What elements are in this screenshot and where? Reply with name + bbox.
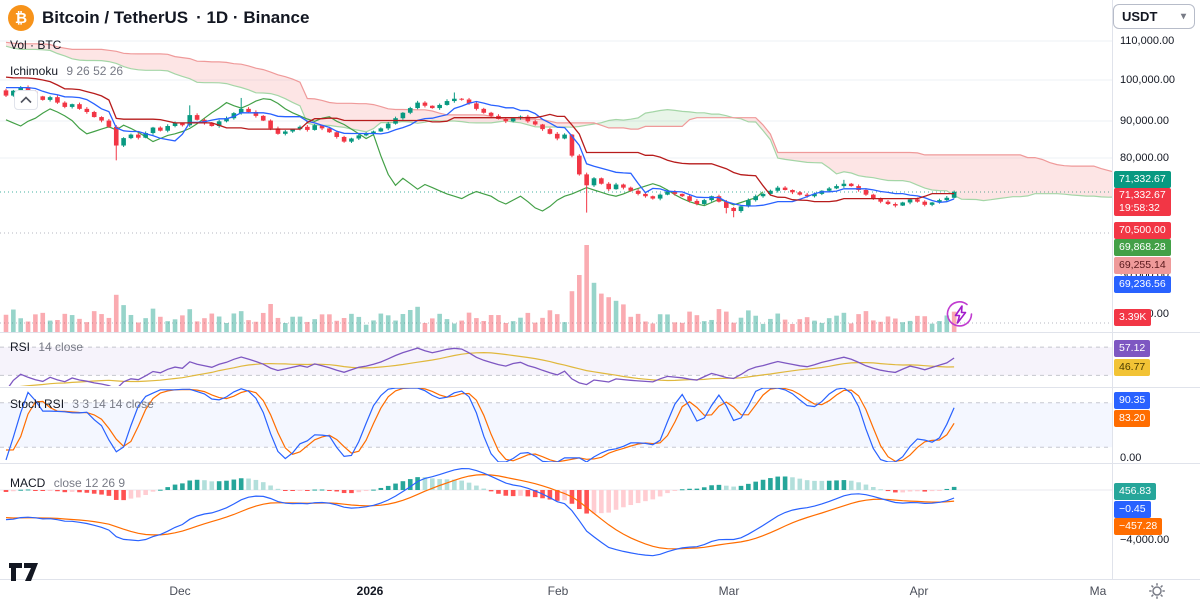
scale-tick-label: 90,000.00 xyxy=(1120,115,1169,127)
ichimoku-lagging-badge: 69,868.28 xyxy=(1114,239,1171,256)
ichimoku-base-badge: 70,500.00 xyxy=(1114,222,1171,239)
legend-macd-title: MACD xyxy=(10,476,46,490)
stoch-d-badge: 83.20 xyxy=(1114,410,1151,427)
legend-volume[interactable]: Vol · BTC xyxy=(10,37,61,53)
time-axis-label: Mar xyxy=(718,584,740,598)
currency-dropdown[interactable]: USDT ▾ xyxy=(1113,4,1195,29)
legend-stoch-rsi-params: 3 3 14 14 close xyxy=(72,397,154,411)
scale-tick-label: 80,000.00 xyxy=(1120,152,1169,164)
legend-ichimoku[interactable]: Ichimoku 9 26 52 26 xyxy=(10,63,123,79)
time-axis-label: Apr xyxy=(909,584,929,598)
collapse-legend-button[interactable] xyxy=(14,90,38,110)
time-axis-label: Dec xyxy=(169,584,191,598)
scale-tick-label: 100,000.00 xyxy=(1120,74,1176,86)
quick-trade-lightning-button[interactable] xyxy=(944,298,976,330)
legend-rsi-title: RSI xyxy=(10,340,31,354)
countdown-badge: 71,332.67 19:58:32 xyxy=(1114,188,1171,216)
scale-tick-label: 110,000.00 xyxy=(1120,35,1175,47)
ichimoku-conversion-badge: 69,236.56 xyxy=(1114,276,1171,293)
settings-gear-icon[interactable] xyxy=(1146,581,1168,603)
legend-rsi[interactable]: RSI 14 close xyxy=(10,339,83,355)
ichimoku-spanb-badge: 69,255.14 xyxy=(1114,257,1171,274)
legend-rsi-params: 14 close xyxy=(38,340,84,354)
rsi-badge: 57.12 xyxy=(1114,340,1151,357)
macd-signal-badge: −457.28 xyxy=(1114,518,1163,535)
legend-ichimoku-title: Ichimoku xyxy=(10,64,59,78)
legend-macd[interactable]: MACD close 12 26 9 xyxy=(10,475,125,491)
chevron-down-icon: ▾ xyxy=(1180,11,1186,22)
rsi-ma-badge: 46.77 xyxy=(1114,359,1151,376)
legend-stoch-rsi-title: Stoch RSI xyxy=(10,397,65,411)
time-axis-label: 2026 xyxy=(356,584,384,598)
scale-tick-label: −4,000.00 xyxy=(1120,534,1170,546)
scale-tick-label: 0.00 xyxy=(1120,452,1142,464)
tradingview-logo[interactable] xyxy=(8,562,40,587)
time-axis-label: Feb xyxy=(547,584,569,598)
gear-icon xyxy=(1149,582,1165,599)
macd-hist-badge: 456.83 xyxy=(1114,483,1157,500)
stoch-k-badge: 90.35 xyxy=(1114,392,1151,409)
currency-label: USDT xyxy=(1122,9,1158,24)
symbol-header[interactable]: ₿ Bitcoin / TetherUS · 1D · Binance xyxy=(8,5,309,31)
legend-volume-title: Vol · BTC xyxy=(10,38,62,52)
symbol-title[interactable]: Bitcoin / TetherUS xyxy=(42,8,189,27)
time-axis-label: Ma xyxy=(1089,584,1107,598)
symbol-subtitle: · 1D · Binance xyxy=(196,8,310,27)
volume-badge: 3.39K xyxy=(1114,309,1152,326)
last-price-badge: 71,332.67 xyxy=(1114,171,1171,188)
bitcoin-logo-icon: ₿ xyxy=(8,5,34,31)
chevron-up-icon xyxy=(20,96,32,104)
macd-line-badge: −0.45 xyxy=(1114,501,1151,518)
legend-ichimoku-params: 9 26 52 26 xyxy=(66,64,124,78)
tradingview-logo-icon xyxy=(9,563,38,581)
lightning-bolt-icon xyxy=(946,301,973,327)
legend-stoch-rsi[interactable]: Stoch RSI 3 3 14 14 close xyxy=(10,396,154,412)
legend-macd-params: close 12 26 9 xyxy=(53,476,126,490)
